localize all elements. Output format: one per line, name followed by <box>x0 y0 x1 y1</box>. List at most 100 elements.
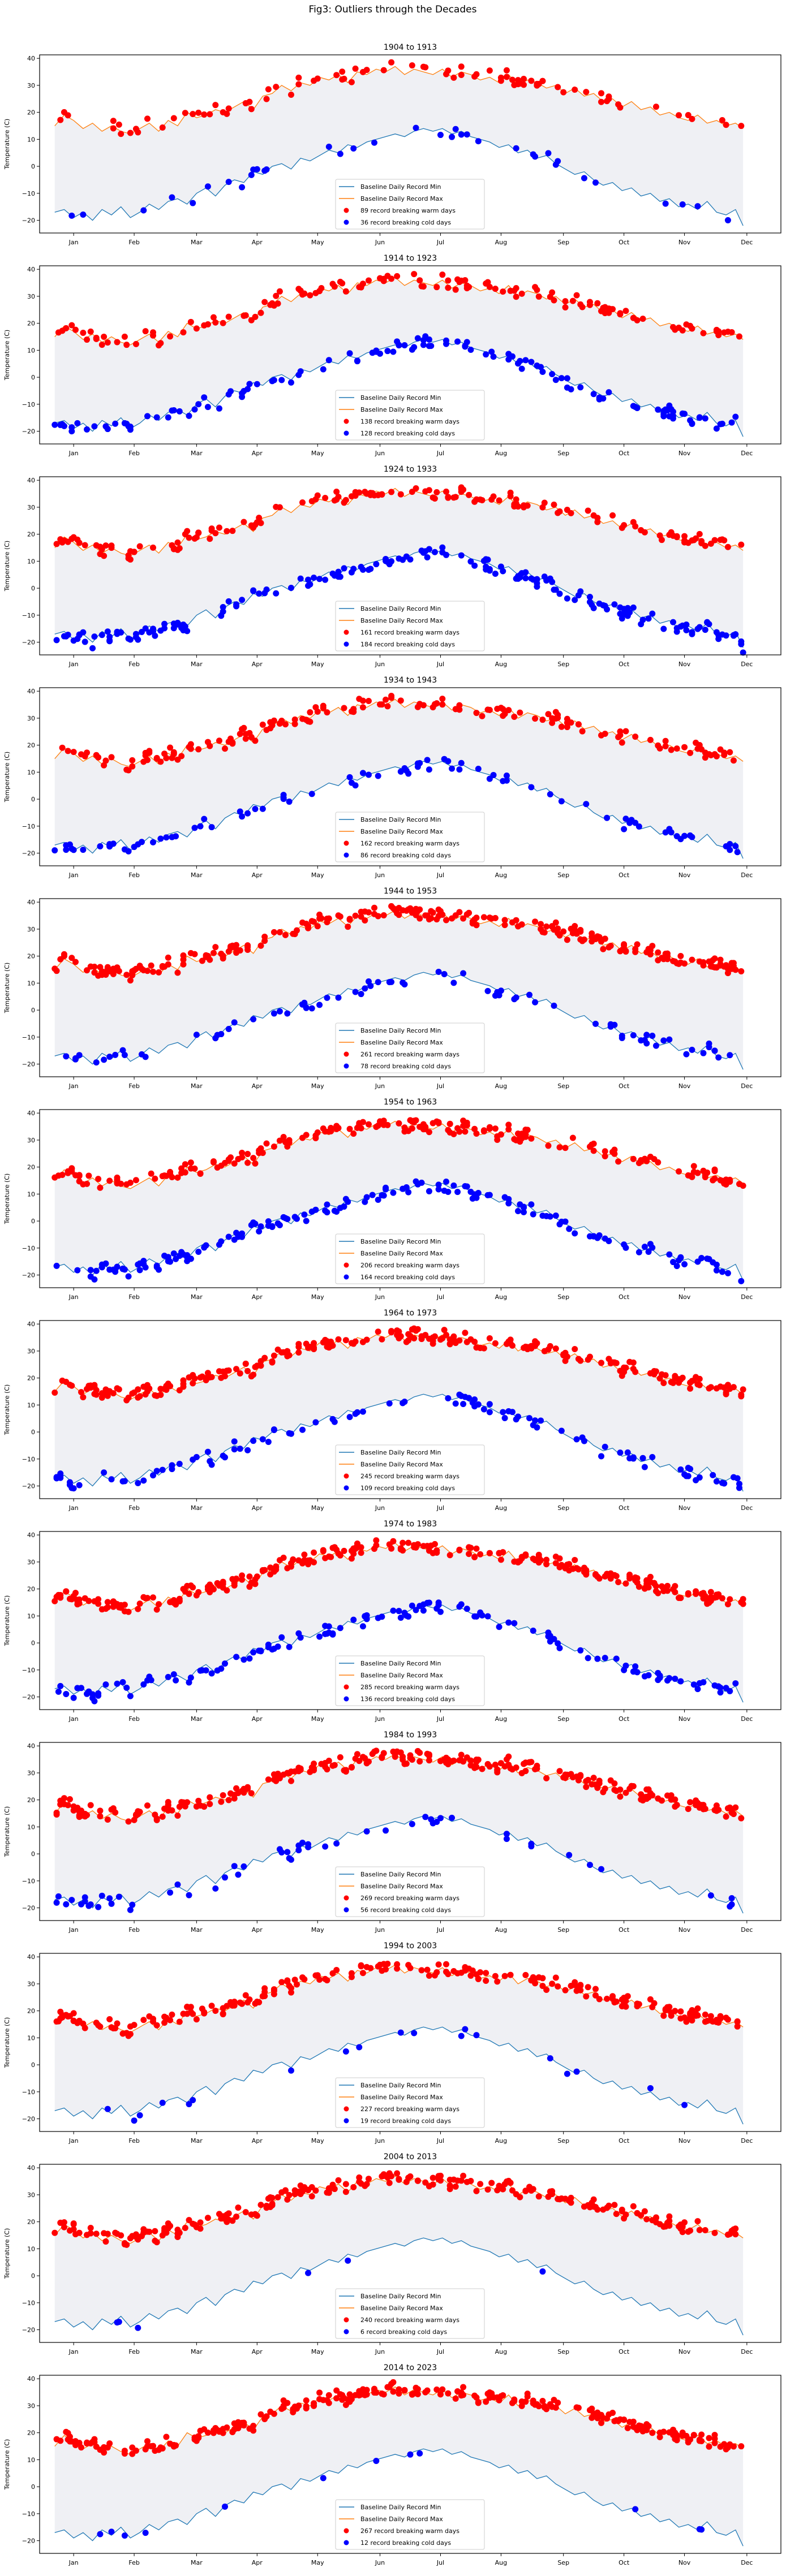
cold-day-point <box>573 2068 580 2075</box>
warm-day-point <box>363 490 370 497</box>
warm-day-point <box>668 1379 675 1386</box>
warm-day-point <box>486 914 493 921</box>
cold-day-point <box>683 627 690 633</box>
warm-day-point <box>384 1121 391 1128</box>
warm-day-point <box>511 713 518 720</box>
x-tick-label: Mar <box>191 1504 203 1512</box>
warm-day-point <box>104 964 111 970</box>
warm-day-point <box>604 2204 611 2211</box>
cold-day-point <box>668 829 675 836</box>
warm-day-point <box>348 2396 355 2402</box>
warm-day-point <box>566 1561 573 1568</box>
axes-frame <box>39 2164 781 2343</box>
cold-day-point <box>715 1054 722 1061</box>
warm-day-point <box>532 918 539 925</box>
warm-day-point <box>244 1785 251 1792</box>
warm-day-point <box>190 2220 196 2227</box>
warm-day-point <box>428 1542 435 1549</box>
warm-day-point <box>190 1380 196 1387</box>
y-tick-label: 0 <box>31 1218 35 1225</box>
warm-day-point <box>244 1159 251 1166</box>
cold-day-point <box>373 2458 380 2465</box>
warm-day-point <box>649 943 656 950</box>
x-tick-label: Jul <box>436 1082 444 1090</box>
cold-day-point <box>68 424 75 431</box>
warm-day-point <box>314 923 321 930</box>
warm-day-point <box>685 1591 691 1598</box>
warm-day-point <box>341 1547 347 1554</box>
x-tick-label: Aug <box>495 2559 507 2566</box>
warm-day-point <box>231 1160 238 1167</box>
warm-day-point <box>617 1793 624 1800</box>
warm-day-point <box>707 1594 714 1600</box>
cold-day-point <box>649 1033 656 1039</box>
warm-day-point <box>704 1170 711 1176</box>
cold-day-point <box>681 1261 688 1268</box>
warm-day-point <box>263 2413 270 2420</box>
x-tick-label: Jul <box>436 661 444 668</box>
warm-day-point <box>224 2003 230 2009</box>
warm-day-point <box>466 491 473 498</box>
warm-day-point <box>311 1346 317 1353</box>
warm-day-point <box>687 749 694 756</box>
cold-day-point <box>362 985 368 992</box>
warm-day-point <box>443 488 449 495</box>
cold-day-point <box>102 423 109 430</box>
y-tick-label: 30 <box>27 2191 35 2199</box>
cold-day-point <box>136 2112 143 2118</box>
warm-day-point <box>180 952 187 959</box>
warm-day-point <box>153 756 160 762</box>
cold-day-point <box>429 1820 436 1827</box>
warm-day-point <box>475 2400 482 2406</box>
warm-day-point <box>176 2018 183 2025</box>
warm-day-point <box>492 1761 499 1768</box>
warm-day-point <box>456 702 463 709</box>
x-tick-label: Jun <box>375 2348 385 2355</box>
warm-day-point <box>724 1382 731 1388</box>
warm-day-point <box>225 2210 232 2217</box>
warm-day-point <box>446 1336 453 1343</box>
legend-min-label: Baseline Daily Record Min <box>360 1449 441 1456</box>
legend-max-label: Baseline Daily Record Max <box>360 195 443 202</box>
warm-day-point <box>244 1367 251 1374</box>
cold-day-point <box>443 1179 449 1185</box>
y-tick-label: −20 <box>22 1061 35 1068</box>
x-tick-label: Jul <box>436 2348 444 2355</box>
x-tick-label: Feb <box>128 1293 139 1301</box>
x-tick-label: May <box>311 871 324 879</box>
x-tick-label: Apr <box>252 450 263 457</box>
cold-day-point <box>174 1881 181 1888</box>
warm-day-point <box>132 340 139 347</box>
legend-cold-label: 78 record breaking cold days <box>360 1063 451 1070</box>
warm-day-point <box>394 2170 401 2177</box>
cold-day-point <box>375 1196 381 1203</box>
warm-day-point <box>700 330 707 336</box>
warm-day-point <box>668 2012 675 2019</box>
warm-day-point <box>322 494 329 501</box>
x-tick-label: Nov <box>678 450 691 457</box>
warm-day-point <box>322 1555 329 1561</box>
warm-day-point <box>431 1333 438 1340</box>
cold-day-point <box>497 987 504 994</box>
warm-day-point <box>136 1393 143 1400</box>
x-tick-label: Dec <box>741 871 753 879</box>
cold-day-point <box>449 133 456 140</box>
warm-day-point <box>388 59 395 66</box>
warm-day-point <box>182 1169 188 1176</box>
cold-day-point <box>208 1461 215 1468</box>
x-tick-label: Apr <box>252 1504 263 1512</box>
x-tick-label: Feb <box>128 871 139 879</box>
cold-day-point <box>316 1633 323 1640</box>
y-axis-label: Temperature (C) <box>3 2228 11 2279</box>
warm-day-point <box>503 1340 510 1347</box>
cold-day-point <box>547 2055 553 2062</box>
warm-day-point <box>201 2010 208 2017</box>
cold-day-point <box>534 583 540 590</box>
warm-day-point <box>235 1156 242 1163</box>
y-tick-label: −10 <box>22 190 35 197</box>
warm-day-point <box>696 958 703 965</box>
warm-day-point <box>325 1128 332 1135</box>
warm-day-point <box>254 519 260 526</box>
warm-day-point <box>719 536 725 543</box>
